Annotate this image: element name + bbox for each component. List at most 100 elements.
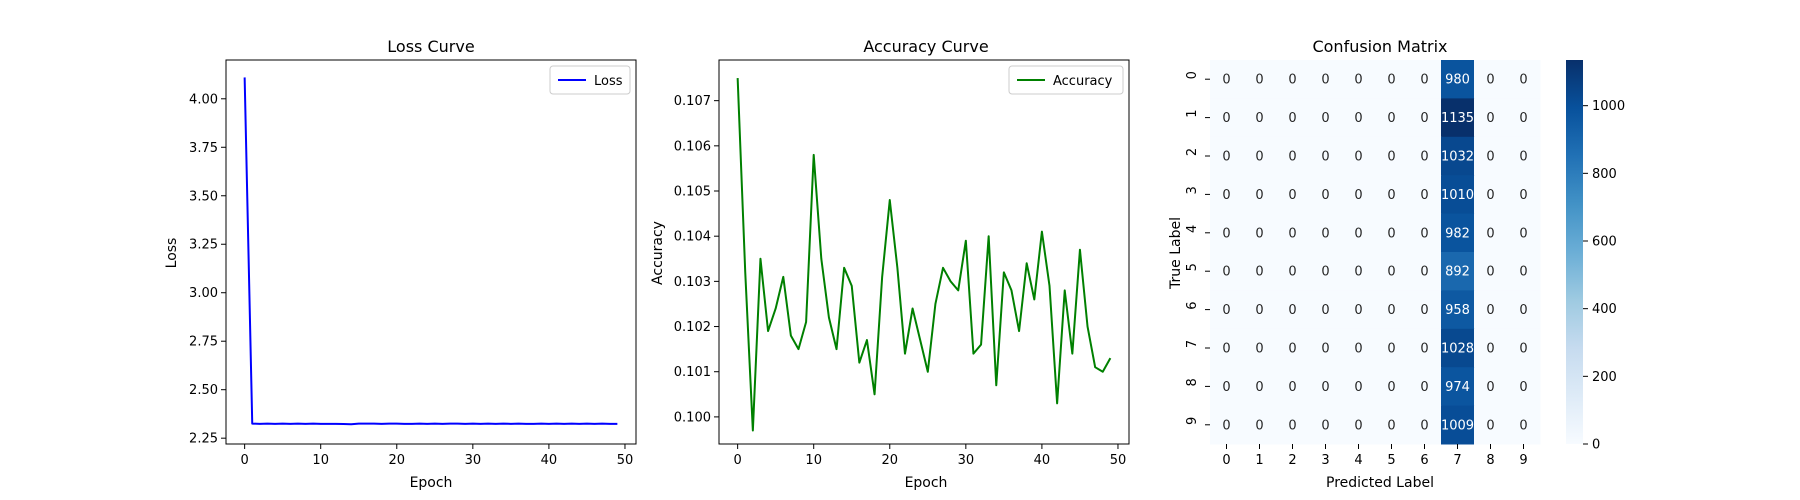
heatmap-cell-value: 0 (1288, 150, 1296, 165)
heatmap-cell-value: 0 (1519, 111, 1527, 126)
heatmap-cell (1243, 175, 1277, 215)
loss-plot-frame (225, 59, 637, 445)
confusion-x-tick-label: 1 (1255, 453, 1263, 468)
heatmap-cell (1408, 252, 1442, 291)
heatmap-cell-value: 0 (1288, 303, 1296, 318)
confusion-x-tick-label: 2 (1288, 453, 1296, 468)
heatmap-cell (1474, 175, 1508, 215)
heatmap-cell (1507, 136, 1541, 176)
heatmap-cell-value: 0 (1387, 418, 1395, 433)
heatmap-cell (1210, 290, 1244, 330)
heatmap-cell (1408, 98, 1442, 138)
loss-y-tick-label: 4.00 (189, 92, 218, 107)
heatmap-cell (1375, 252, 1409, 291)
loss-x-tick-label: 10 (312, 453, 329, 468)
accuracy-y-tick-label: 0.105 (674, 185, 711, 200)
heatmap-cell (1408, 136, 1442, 176)
heatmap-cell-value: 0 (1354, 380, 1362, 395)
heatmap-cell (1408, 367, 1442, 407)
heatmap-cell-value: 0 (1321, 380, 1329, 395)
heatmap-cell (1375, 367, 1409, 407)
accuracy-y-tick-label: 0.104 (674, 230, 711, 245)
heatmap-cell (1210, 213, 1244, 253)
accuracy-y-tick-label: 0.103 (674, 275, 711, 290)
accuracy-legend-label: Accuracy (1053, 74, 1113, 89)
heatmap-cell (1507, 367, 1541, 407)
confusion-matrix-title: Confusion Matrix (1312, 37, 1447, 56)
heatmap-cell (1474, 213, 1508, 253)
loss-y-tick-label: 3.25 (189, 238, 218, 253)
accuracy-x-tick-label: 0 (733, 453, 741, 468)
heatmap-cell (1507, 213, 1541, 253)
heatmap-cell-value: 0 (1420, 418, 1428, 433)
heatmap-cell-value: 0 (1354, 303, 1362, 318)
accuracy-y-axis-label: Accuracy (650, 221, 666, 285)
heatmap-cell-value: 0 (1354, 73, 1362, 88)
heatmap-cell-value: 0 (1222, 380, 1230, 395)
confusion-x-axis-label: Predicted Label (1326, 475, 1434, 491)
confusion-y-tick-label: 5 (1185, 263, 1200, 271)
heatmap-cell-value: 0 (1486, 380, 1494, 395)
heatmap-cell-value: 0 (1486, 111, 1494, 126)
confusion-x-tick-label: 4 (1354, 453, 1362, 468)
heatmap-cell (1408, 290, 1442, 330)
loss-y-tick-label: 2.75 (189, 335, 218, 350)
heatmap-cell (1276, 252, 1310, 291)
heatmap-cell-value: 0 (1354, 111, 1362, 126)
heatmap-cell-value: 0 (1519, 73, 1527, 88)
accuracy-y-tick-label: 0.106 (674, 139, 711, 154)
loss-x-tick-label: 50 (617, 453, 634, 468)
heatmap-cell (1276, 367, 1310, 407)
confusion-y-tick-label: 3 (1185, 186, 1200, 194)
heatmap-cell (1243, 60, 1277, 99)
heatmap-cell-value: 0 (1519, 226, 1527, 241)
heatmap-cell-value: 0 (1222, 418, 1230, 433)
heatmap-cell-value: 0 (1387, 150, 1395, 165)
heatmap-cell-value: 0 (1255, 418, 1263, 433)
confusion-y-axis-label: True Label (1168, 217, 1184, 290)
heatmap-cell (1243, 213, 1277, 253)
heatmap-cell-value: 0 (1420, 150, 1428, 165)
confusion-y-tick-label: 1 (1185, 109, 1200, 117)
heatmap-cell (1210, 405, 1244, 445)
loss-y-tick-label: 3.50 (189, 189, 218, 204)
heatmap-cell-value: 0 (1321, 342, 1329, 357)
heatmap-cell-value: 0 (1420, 265, 1428, 280)
colorbar-tick-label: 400 (1592, 302, 1617, 317)
heatmap-cell (1375, 60, 1409, 99)
heatmap-cell (1243, 98, 1277, 138)
loss-x-tick-label: 20 (388, 453, 405, 468)
colorbar-tick-label: 0 (1592, 438, 1600, 453)
confusion-x-tick-label: 7 (1453, 453, 1461, 468)
confusion-x-tick-label: 3 (1321, 453, 1329, 468)
heatmap-cell-value: 0 (1288, 73, 1296, 88)
accuracy-y-tick-label: 0.102 (674, 320, 711, 335)
heatmap-cell (1474, 290, 1508, 330)
heatmap-cell (1276, 213, 1310, 253)
heatmap-cell-value: 0 (1255, 380, 1263, 395)
heatmap-cell-value: 0 (1486, 342, 1494, 357)
colorbar-tick-label: 1000 (1592, 99, 1625, 114)
heatmap-cell (1507, 252, 1541, 291)
accuracy-y-tick-label: 0.101 (674, 365, 711, 380)
heatmap-cell (1243, 367, 1277, 407)
heatmap-cell (1210, 136, 1244, 176)
heatmap-cell (1441, 367, 1475, 407)
heatmap-cell (1309, 290, 1343, 330)
heatmap-cell (1276, 136, 1310, 176)
confusion-x-tick-label: 5 (1387, 453, 1395, 468)
heatmap-cell-value: 0 (1255, 111, 1263, 126)
heatmap-cell (1441, 328, 1475, 368)
loss-x-axis-label: Epoch (410, 475, 453, 491)
heatmap-cell (1441, 252, 1475, 291)
heatmap-cell-value: 0 (1519, 150, 1527, 165)
heatmap-cell-value: 0 (1519, 380, 1527, 395)
heatmap-cell-value: 0 (1519, 303, 1527, 318)
confusion-y-tick-label: 9 (1185, 417, 1200, 425)
heatmap-cell-value: 0 (1387, 303, 1395, 318)
heatmap-cell (1276, 175, 1310, 215)
heatmap-cell (1210, 60, 1244, 99)
heatmap-cell-value: 0 (1354, 265, 1362, 280)
heatmap-cell-value: 0 (1420, 73, 1428, 88)
